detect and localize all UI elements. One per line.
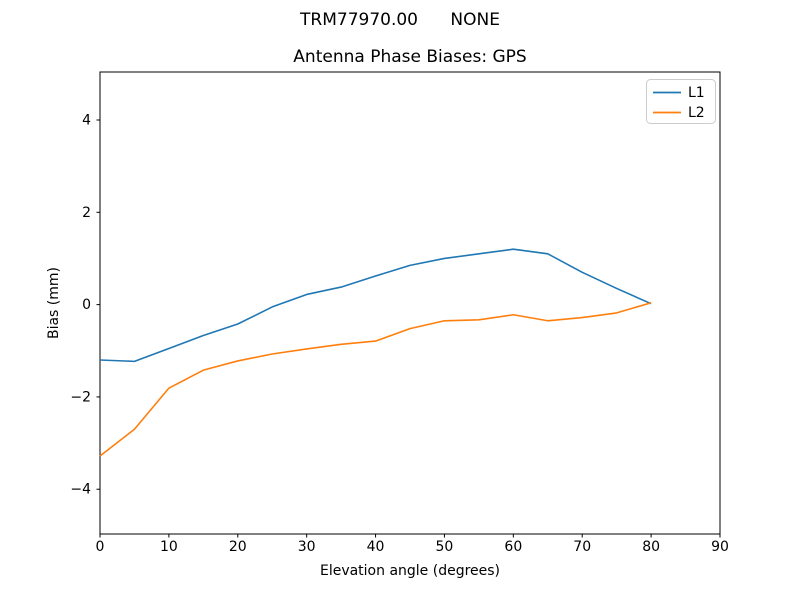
figure-suptitle: TRM77970.00 NONE [299, 10, 500, 30]
y-tick-label: 0 [82, 297, 91, 313]
x-tick-label: 60 [504, 539, 522, 555]
chart-title: Antenna Phase Biases: GPS [293, 47, 526, 67]
plot-frame [99, 71, 721, 535]
x-tick-label: 80 [642, 539, 660, 555]
x-axis-label: Elevation angle (degrees) [320, 563, 500, 579]
x-tick-label: 10 [160, 539, 178, 555]
legend-label-l2: L2 [688, 105, 705, 121]
x-tick-label: 40 [367, 539, 385, 555]
y-axis: −4 −2 0 2 4 [70, 113, 100, 498]
l2-series-line [99, 302, 652, 457]
y-tick-label: −4 [70, 482, 91, 498]
legend-box [646, 79, 716, 124]
legend-label-l1: L1 [688, 85, 705, 101]
l1-series-line [99, 248, 652, 363]
x-tick-label: 70 [573, 539, 591, 555]
x-tick-label: 90 [711, 539, 729, 555]
y-tick-label: 4 [82, 113, 91, 129]
x-tick-label: 20 [229, 539, 247, 555]
y-tick-label: 2 [82, 205, 91, 221]
x-tick-label: 0 [96, 539, 105, 555]
x-tick-label: 50 [436, 539, 454, 555]
y-tick-label: −2 [70, 389, 91, 405]
data-series [99, 248, 652, 457]
y-axis-label: Bias (mm) [46, 267, 62, 339]
x-tick-label: 30 [298, 539, 316, 555]
x-axis: 0 10 20 30 40 50 60 70 80 90 [96, 534, 729, 555]
